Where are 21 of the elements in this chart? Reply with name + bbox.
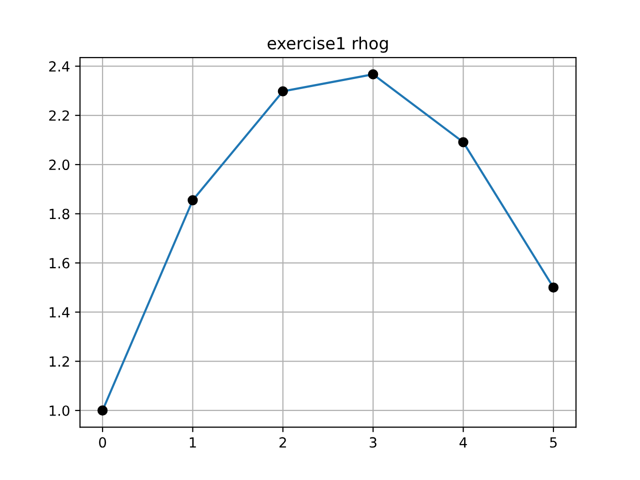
chart-title: exercise1 rhog: [268, 36, 388, 53]
x-tick-label: 4: [460, 437, 467, 448]
y-tick-label: 1.2: [50, 356, 69, 367]
y-tick-label: 2.4: [49, 61, 70, 72]
y-tick-label: 1.4: [50, 307, 70, 318]
y-tick-label: 2.2: [49, 110, 69, 121]
x-tick-label: 2: [280, 437, 286, 448]
y-tick-label: 1.8: [50, 208, 70, 220]
y-tick-label: 1.6: [50, 258, 70, 268]
point: [368, 69, 378, 80]
x-tick-label: 5: [550, 437, 557, 448]
x-tick-label: 1: [190, 437, 196, 448]
y-tick-label: 2.0: [49, 160, 70, 170]
point: [278, 86, 288, 96]
point: [548, 282, 559, 293]
x-tick-label: 0: [99, 437, 106, 448]
point: [97, 405, 108, 416]
point: [188, 195, 198, 206]
x-tick-label: 3: [370, 437, 376, 448]
point: [458, 137, 468, 148]
y-tick-label: 1.0: [50, 405, 70, 416]
